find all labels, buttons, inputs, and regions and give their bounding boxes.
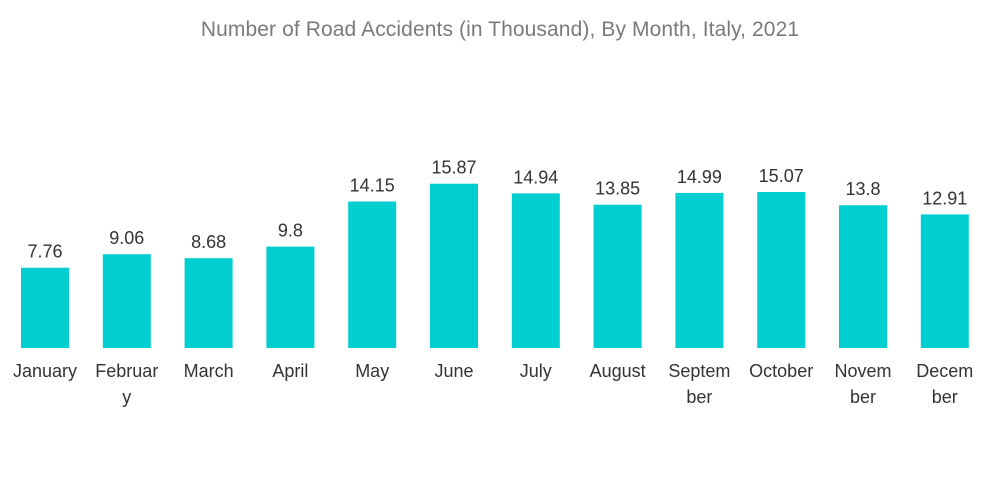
value-label-november: 13.8 bbox=[845, 179, 880, 199]
bars-group bbox=[21, 183, 969, 348]
bar-march bbox=[184, 258, 233, 348]
category-label-november: Novem ber bbox=[834, 361, 891, 407]
bar-november bbox=[839, 205, 887, 348]
category-label-july: July bbox=[520, 361, 552, 381]
value-label-may: 14.15 bbox=[350, 176, 395, 196]
category-label-december: Decem ber bbox=[916, 361, 973, 407]
value-label-august: 13.85 bbox=[595, 179, 640, 199]
value-label-december: 12.91 bbox=[922, 188, 967, 208]
bar-december bbox=[920, 214, 969, 348]
bar-june bbox=[430, 183, 478, 348]
category-label-february: Februar y bbox=[95, 361, 158, 407]
value-labels-group: 7.76 9.06 8.68 9.8 14.15 15.87 14.94 13.85 14.99… bbox=[27, 158, 967, 262]
bar-august bbox=[593, 204, 642, 348]
value-label-march: 8.68 bbox=[191, 232, 226, 252]
value-label-september: 14.99 bbox=[677, 167, 722, 187]
value-label-july: 14.94 bbox=[513, 167, 558, 187]
category-label-october: October bbox=[749, 361, 813, 381]
bar-january bbox=[21, 267, 69, 348]
category-label-march: March bbox=[184, 361, 234, 381]
value-label-april: 9.8 bbox=[278, 221, 303, 241]
bar-april bbox=[266, 246, 315, 348]
bar-september bbox=[675, 192, 724, 348]
category-label-september: Septem ber bbox=[668, 361, 730, 407]
chart-title: Number of Road Accidents (in Thousand), … bbox=[200, 18, 800, 41]
value-label-january: 7.76 bbox=[27, 242, 62, 262]
value-label-october: 15.07 bbox=[759, 166, 804, 186]
category-label-june: June bbox=[434, 361, 473, 381]
value-label-june: 15.87 bbox=[431, 158, 476, 178]
category-label-august: August bbox=[590, 361, 646, 381]
category-label-may: May bbox=[355, 361, 389, 381]
category-label-april: April bbox=[272, 361, 308, 381]
bar-may bbox=[348, 201, 397, 348]
bar-february bbox=[102, 254, 151, 348]
bar-july bbox=[511, 193, 560, 348]
value-label-february: 9.06 bbox=[109, 228, 144, 248]
bar-october bbox=[757, 192, 806, 348]
category-labels-group: January Februar y March April May June July Augu… bbox=[13, 361, 973, 407]
category-label-january: January bbox=[13, 361, 77, 381]
